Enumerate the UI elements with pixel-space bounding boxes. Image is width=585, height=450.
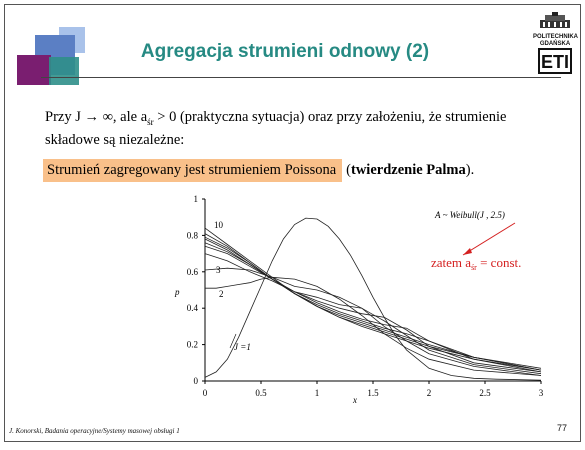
highlight-tail: (twierdzenie Palma). xyxy=(342,162,474,179)
highlight-row: Strumień zagregowany jest strumieniem Po… xyxy=(43,159,474,183)
series-label-10: 10 xyxy=(214,220,224,230)
series-line-10 xyxy=(204,227,542,371)
series-line-9 xyxy=(204,233,542,369)
slide: Agregacja strumieni odnowy (2) POLITECHN… xyxy=(4,4,581,442)
logo-caption-line2: GDAŃSKA xyxy=(539,41,571,47)
y-axis-label: p xyxy=(174,287,180,297)
x-tick-label: 2 xyxy=(427,388,432,398)
conclusion-part-2: = const. xyxy=(477,255,522,270)
series-label-2: 2 xyxy=(219,289,224,299)
x-axis-label: x xyxy=(352,395,357,405)
eti-logo-text: ETI xyxy=(541,52,569,72)
conclusion-subscript: śr xyxy=(471,263,477,272)
series-line-2 xyxy=(205,276,542,376)
eti-logo-mark: ETI xyxy=(538,48,572,74)
university-logo: POLITECHNIKA GDAŃSKA ETI xyxy=(533,11,578,79)
logo-building-icon xyxy=(540,12,570,28)
highlight-box: Strumień zagregowany jest strumieniem Po… xyxy=(43,159,343,182)
x-tick-label: 0 xyxy=(203,388,208,398)
logo-caption-line1: POLITECHNIKA xyxy=(533,34,578,40)
paragraph-part-1: Przy J → ∞, ale a xyxy=(45,109,148,125)
title-rule xyxy=(41,77,561,78)
series-label-j1: J =1 xyxy=(234,342,251,352)
series-line-3 xyxy=(204,267,542,376)
y-tick-label: 0.4 xyxy=(187,303,199,313)
y-tick-label: 0.2 xyxy=(187,340,198,350)
y-tick-label: 0.6 xyxy=(187,267,199,277)
highlight-paren-open: ( xyxy=(346,162,351,178)
x-tick-label: 3 xyxy=(539,388,544,398)
x-tick-label: 1.5 xyxy=(367,388,379,398)
series-line-J1 xyxy=(204,217,542,381)
page-number: 77 xyxy=(557,423,568,433)
intro-paragraph: Przy J → ∞, ale aśr > 0 (praktyczna sytu… xyxy=(45,108,545,149)
series-line-7 xyxy=(204,238,542,371)
y-tick-label: 0.8 xyxy=(187,230,199,240)
x-tick-label: 0.5 xyxy=(255,388,267,398)
series-label-j1-leader xyxy=(229,333,237,349)
paragraph-part-2: > 0 (praktyczna sytuacja) oraz przy zało… xyxy=(45,109,507,148)
conclusion-part-1: zatem a xyxy=(431,255,471,270)
series-line-4 xyxy=(204,253,542,375)
x-tick-label: 1 xyxy=(315,388,320,398)
decor-square-magenta xyxy=(17,55,51,85)
palm-theorem-label: twierdzenie Palma xyxy=(351,162,466,178)
highlight-paren-close: ). xyxy=(465,162,475,178)
plot-area: 0 0.5 1 1.5 2 2.5 3 0 0.2 0.4 0.6 0.8 1 x p 10 3 2 J =1 A ~… xyxy=(174,194,544,405)
footer-citation: J. Konorski, Badania operacyjne/Systemy … xyxy=(9,427,180,435)
conclusion-arrowhead xyxy=(463,248,472,255)
y-tick-label: 0 xyxy=(194,376,199,386)
conclusion-annotation: zatem aśr = const. xyxy=(431,255,521,272)
paragraph-subscript: śr xyxy=(147,116,154,127)
decor-square-teal xyxy=(49,57,79,85)
distribution-annotation: A ~ Weibull(J , 2.5) xyxy=(434,210,505,220)
y-tick-label: 1 xyxy=(194,194,199,204)
slide-title: Agregacja strumieni odnowy (2) xyxy=(140,41,430,62)
series-label-3: 3 xyxy=(216,265,221,275)
weibull-chart: 0 0.5 1 1.5 2 2.5 3 0 0.2 0.4 0.6 0.8 1 x p 10 3 2 J =1 A ~… xyxy=(174,194,544,405)
x-tick-label: 2.5 xyxy=(479,388,491,398)
conclusion-arrow xyxy=(462,222,516,256)
